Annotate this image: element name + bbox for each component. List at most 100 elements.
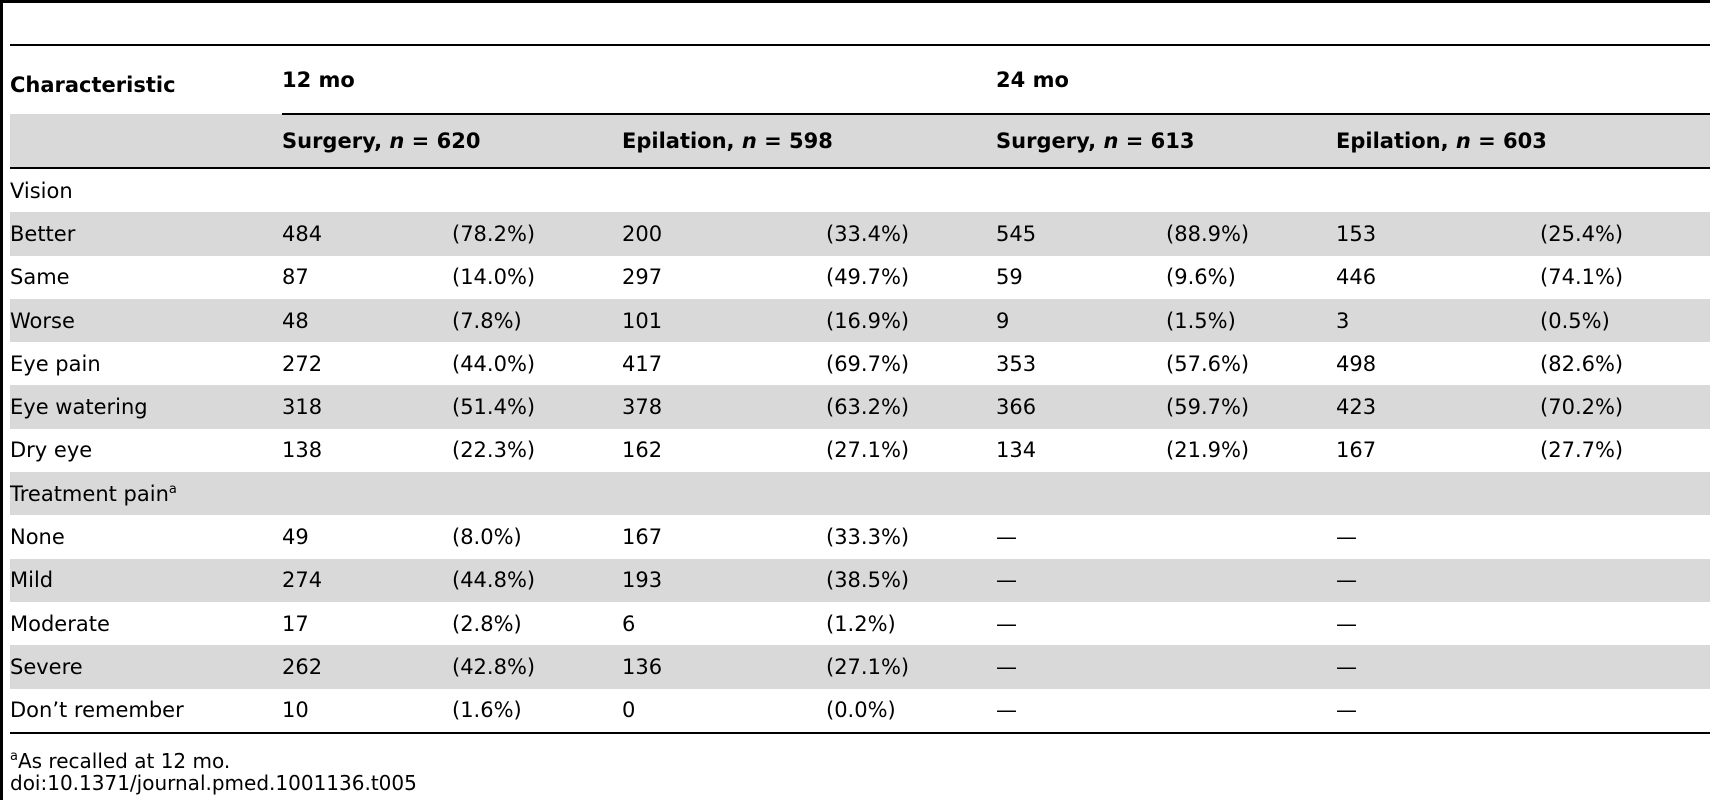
count-cell: 318	[282, 395, 323, 420]
count-cell: —	[996, 525, 1018, 550]
group-n-value: = 598	[756, 129, 833, 153]
count-cell	[996, 472, 1166, 515]
group-n-value: = 603	[1470, 129, 1547, 153]
count-cell: 272	[282, 351, 323, 376]
characteristic-header: Characteristic	[10, 44, 282, 114]
table-row: Worse 48 (7.8%) 101 (16.9%) 9 (1.5%) 3 (0.5%)	[10, 298, 1710, 343]
table-body: Vision Better 484 (78.2%) 200 (33.4%) 545 (88.9…	[10, 168, 1710, 734]
row-label: Don’t remember	[10, 688, 282, 734]
percent-cell	[1540, 645, 1710, 688]
percent-cell: (51.4%)	[452, 395, 536, 420]
table-row: Severe 262 (42.8%) 136 (27.1%) — —	[10, 645, 1710, 689]
data-table: Characteristic 12 mo 24 mo Surgery, n = …	[10, 44, 1710, 734]
count-cell: 366	[996, 395, 1037, 420]
percent-cell: (1.6%)	[452, 688, 622, 734]
percent-cell: (44.0%)	[452, 351, 536, 376]
group-label: Surgery,	[282, 129, 383, 153]
percent-cell: (70.2%)	[1540, 395, 1624, 420]
row-label-text: Better	[10, 221, 76, 246]
count-cell: 353	[996, 351, 1037, 376]
percent-cell: (2.8%)	[452, 611, 522, 636]
row-label: None	[10, 515, 282, 558]
table-row: Moderate 17 (2.8%) 6 (1.2%) — —	[10, 602, 1710, 645]
percent-cell: (27.1%)	[826, 654, 910, 679]
row-label-text: Moderate	[10, 611, 110, 636]
row-label-text: Same	[10, 265, 70, 290]
percent-cell: (0.0%)	[826, 688, 997, 734]
percent-cell	[826, 472, 996, 515]
count-cell: —	[1336, 611, 1358, 636]
header-empty-cell	[10, 114, 282, 169]
percent-cell: (49.7%)	[826, 265, 910, 290]
count-cell: 162	[622, 438, 663, 463]
group-n-symbol: n	[1455, 129, 1471, 153]
percent-cell: (1.5%)	[1166, 308, 1236, 333]
percent-cell	[1166, 472, 1336, 515]
percent-cell: (21.9%)	[1166, 438, 1250, 463]
count-cell: —	[996, 568, 1018, 593]
percent-cell	[452, 472, 622, 515]
percent-cell: (1.2%)	[826, 611, 896, 636]
count-cell: 446	[1336, 265, 1377, 290]
footnote-marker: a	[10, 749, 18, 764]
footnote-text: As recalled at 12 mo.	[17, 749, 231, 773]
count-cell: 59	[996, 265, 1023, 290]
count-cell: 3	[1336, 308, 1350, 333]
percent-cell	[1540, 559, 1710, 602]
top-border-rule	[0, 0, 1710, 3]
count-cell	[1336, 168, 1540, 212]
count-cell	[1336, 472, 1540, 515]
percent-cell: (38.5%)	[826, 568, 910, 593]
percent-cell: (88.9%)	[1166, 221, 1250, 246]
table-container: Characteristic 12 mo 24 mo Surgery, n = …	[10, 44, 1710, 734]
period-12-header: 12 mo	[282, 44, 997, 115]
percent-cell	[826, 168, 996, 212]
count-cell: —	[1336, 525, 1358, 550]
percent-cell	[452, 168, 622, 212]
footnote-marker: a	[168, 481, 177, 497]
table-row: Eye watering 318 (51.4%) 378 (63.2%) 366 (59.7…	[10, 385, 1710, 429]
percent-cell: (27.1%)	[826, 438, 910, 463]
count-cell: 17	[282, 611, 309, 636]
count-cell: 274	[282, 568, 323, 593]
count-cell: 262	[282, 654, 323, 679]
count-cell: 101	[622, 308, 663, 333]
percent-cell: (59.7%)	[1166, 395, 1250, 420]
count-cell: 417	[622, 351, 663, 376]
table-header: Characteristic 12 mo 24 mo Surgery, n = …	[10, 44, 1710, 169]
percent-cell: (22.3%)	[452, 438, 536, 463]
percent-cell	[1166, 559, 1336, 602]
count-cell	[622, 472, 826, 515]
percent-cell: (16.9%)	[826, 308, 910, 333]
count-cell: —	[1336, 654, 1358, 679]
group-header-surgery-12: Surgery, n = 620	[282, 114, 622, 169]
count-cell: 167	[1336, 438, 1377, 463]
count-cell: 200	[622, 221, 663, 246]
percent-cell	[1166, 688, 1337, 734]
row-label-text: Treatment pain	[10, 481, 169, 506]
row-label-text: Severe	[10, 654, 83, 679]
percent-cell: (44.8%)	[452, 568, 536, 593]
count-cell: 48	[282, 308, 309, 333]
percent-cell: (14.0%)	[452, 265, 536, 290]
count-cell: 6	[622, 611, 636, 636]
row-label: Better	[10, 212, 282, 255]
row-label: Vision	[10, 168, 282, 212]
row-label-text: None	[10, 525, 65, 550]
percent-cell: (25.4%)	[1540, 221, 1624, 246]
percent-cell	[1166, 168, 1336, 212]
period-24-label: 24 mo	[996, 67, 1069, 92]
group-header-epilation-24: Epilation, n = 603	[1336, 114, 1710, 169]
count-cell: 134	[996, 438, 1037, 463]
percent-cell: (69.7%)	[826, 351, 910, 376]
table-footnote: aAs recalled at 12 mo.	[10, 744, 230, 774]
section-row: Treatment paina	[10, 472, 1710, 516]
row-label: Eye pain	[10, 342, 282, 385]
row-label: Same	[10, 256, 282, 299]
count-cell: 498	[1336, 351, 1377, 376]
period-12-label: 12 mo	[282, 67, 355, 92]
row-label: Worse	[10, 299, 282, 342]
group-n-symbol: n	[1103, 129, 1119, 153]
row-label-text: Eye pain	[10, 351, 101, 376]
row-label: Mild	[10, 559, 282, 602]
